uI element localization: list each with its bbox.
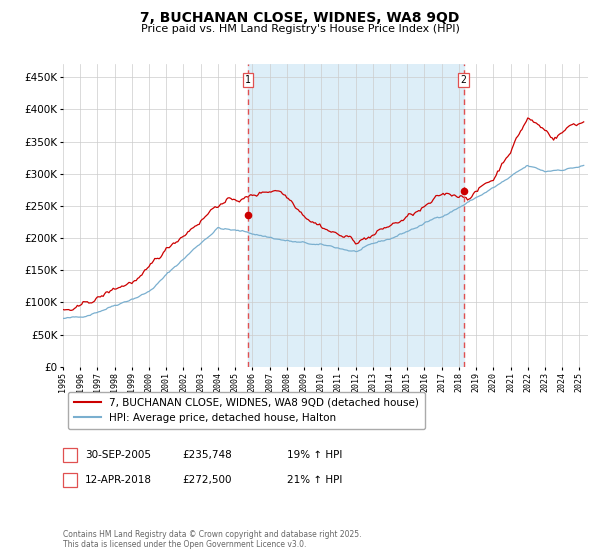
Text: Price paid vs. HM Land Registry's House Price Index (HPI): Price paid vs. HM Land Registry's House … bbox=[140, 24, 460, 34]
Text: 2: 2 bbox=[67, 475, 73, 485]
Text: Contains HM Land Registry data © Crown copyright and database right 2025.
This d: Contains HM Land Registry data © Crown c… bbox=[63, 530, 361, 549]
Bar bbox=[248, 64, 464, 367]
Bar bbox=[63, 473, 77, 487]
Text: £235,748: £235,748 bbox=[182, 450, 232, 460]
Text: 1: 1 bbox=[67, 450, 73, 460]
Text: 19% ↑ HPI: 19% ↑ HPI bbox=[287, 450, 343, 460]
Bar bbox=[63, 448, 77, 462]
Point bbox=[243, 211, 253, 220]
Text: 7, BUCHANAN CLOSE, WIDNES, WA8 9QD: 7, BUCHANAN CLOSE, WIDNES, WA8 9QD bbox=[140, 11, 460, 25]
Text: £272,500: £272,500 bbox=[182, 475, 232, 485]
Legend: 7, BUCHANAN CLOSE, WIDNES, WA8 9QD (detached house), HPI: Average price, detache: 7, BUCHANAN CLOSE, WIDNES, WA8 9QD (deta… bbox=[68, 391, 425, 430]
Text: 30-SEP-2005: 30-SEP-2005 bbox=[85, 450, 151, 460]
Text: 2: 2 bbox=[461, 75, 467, 85]
Point bbox=[459, 187, 469, 196]
Text: 21% ↑ HPI: 21% ↑ HPI bbox=[287, 475, 343, 485]
Text: 1: 1 bbox=[245, 75, 251, 85]
Text: 12-APR-2018: 12-APR-2018 bbox=[85, 475, 152, 485]
